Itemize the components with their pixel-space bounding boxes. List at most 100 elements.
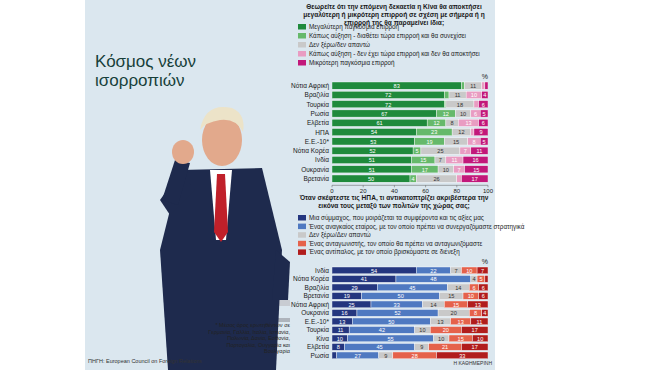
data-label: 6 <box>482 285 485 291</box>
category-label: Ινδία <box>315 156 329 163</box>
category-label: Νότια Αφρική <box>291 301 329 309</box>
arm <box>162 160 190 205</box>
bar-segment <box>446 156 463 163</box>
bar-segment <box>332 147 413 154</box>
category-label: Νότια Κορέα <box>293 147 329 155</box>
bar-segment <box>480 138 488 145</box>
bar-segment <box>479 284 488 291</box>
bar-segment <box>472 335 488 342</box>
bar-segment <box>457 175 462 182</box>
data-label: 16 <box>472 157 478 163</box>
bar-segment <box>461 344 488 351</box>
data-label: 5 <box>483 111 486 117</box>
x-tick <box>425 185 426 187</box>
category-label: Ουκρανία <box>301 166 329 174</box>
bar-segment <box>429 344 462 351</box>
x-tick <box>363 185 364 187</box>
bar-segment <box>452 129 471 136</box>
bar-segment <box>468 138 480 145</box>
x-tick-label: 60 <box>422 188 429 194</box>
bar-segment <box>468 301 488 308</box>
data-label: 52 <box>369 148 375 154</box>
bar-segment <box>479 119 488 126</box>
legend-label: Μια σύμμαχος, που μοιράζεται τα συμφέρον… <box>309 214 484 222</box>
legend-label: Ένας αναγκαίος εταίρος, με τον οποίο πρέ… <box>308 223 525 231</box>
bar-segment <box>332 156 412 163</box>
bar-segment <box>479 293 488 300</box>
bar-segment <box>461 327 488 334</box>
legend-swatch <box>298 249 306 255</box>
legend-label: Ένας ανταγωνιστής, τον οποίο θα πρέπει ν… <box>308 240 482 248</box>
data-label: 13 <box>475 302 481 308</box>
data-label: 9 <box>479 129 482 135</box>
legend-swatch <box>298 232 306 238</box>
data-label: 25 <box>437 148 443 154</box>
bar-segment <box>471 110 480 117</box>
bar-segment <box>451 318 471 325</box>
hair <box>200 107 244 132</box>
data-label: 7 <box>439 157 442 163</box>
bars <box>332 82 488 182</box>
data-label: 13 <box>339 319 345 325</box>
bar-segment <box>435 156 446 163</box>
bar-segment <box>416 267 450 274</box>
data-label: 10 <box>438 336 444 342</box>
data-label: 45 <box>409 285 415 291</box>
data-label: 19 <box>344 293 350 299</box>
bar-segment <box>412 156 435 163</box>
bar-segment <box>332 301 371 308</box>
bar-segment <box>474 101 479 108</box>
bar-segment <box>479 101 488 108</box>
legend-swatch <box>298 33 306 39</box>
x-tick-label: 40 <box>391 188 398 194</box>
bar-segment <box>416 175 457 182</box>
data-label: 12 <box>443 111 449 117</box>
legend-swatch <box>298 215 306 221</box>
bar-segment <box>461 267 477 274</box>
data-label: 13 <box>465 120 471 126</box>
data-label: 6 <box>482 102 485 108</box>
data-label: 10 <box>471 92 477 98</box>
data-label: 6 <box>482 120 485 126</box>
bar-segment <box>444 101 446 108</box>
bar-segment <box>444 301 467 308</box>
data-label: 28 <box>412 353 418 359</box>
data-label: 17 <box>472 344 478 350</box>
data-label: 11 <box>452 157 458 163</box>
bar-segment <box>469 284 478 291</box>
category-label: Ρωσία <box>310 352 329 359</box>
data-label: 13 <box>458 319 464 325</box>
bar-segment <box>463 156 488 163</box>
bar-segment <box>437 110 456 117</box>
bar-segment <box>461 82 464 89</box>
bar-segment <box>471 318 488 325</box>
data-label: 8 <box>474 310 477 316</box>
bar-segment <box>332 166 412 173</box>
legend-swatch <box>298 42 306 48</box>
credit: Η ΚΑΘΗΜΕΡΙΝΗ <box>430 360 492 366</box>
bar-segment <box>451 267 462 274</box>
bar-segment <box>447 284 469 291</box>
data-label: 51 <box>369 167 375 173</box>
data-label: 48 <box>430 276 436 282</box>
data-label: 5 <box>483 139 486 145</box>
data-label: 72 <box>385 92 391 98</box>
data-labels: 8311721110472186671210656112813654231295… <box>368 83 487 182</box>
bar-segment <box>455 110 471 117</box>
data-label: 54 <box>371 129 377 135</box>
bar-segment <box>421 147 460 154</box>
data-label: 4 <box>483 310 486 316</box>
data-label: 8 <box>337 344 340 350</box>
bar-segment <box>332 138 415 145</box>
source: ΠΗΓΗ: European Council on Foreign Relati… <box>88 358 202 364</box>
data-label: 4 <box>483 92 486 98</box>
data-label: 13 <box>437 319 443 325</box>
legend-label: Κάπως αύξηση - δεν έχει τώρα επιρροή και… <box>309 50 480 58</box>
data-label: 12 <box>433 120 439 126</box>
legend-label: Δεν ξέρω/δεν απαντώ <box>309 41 370 49</box>
bar-segment <box>377 284 447 291</box>
data-label: 21 <box>442 344 448 350</box>
data-label: 45 <box>376 344 382 350</box>
data-label: 12 <box>458 129 464 135</box>
bar-segment <box>433 335 449 342</box>
